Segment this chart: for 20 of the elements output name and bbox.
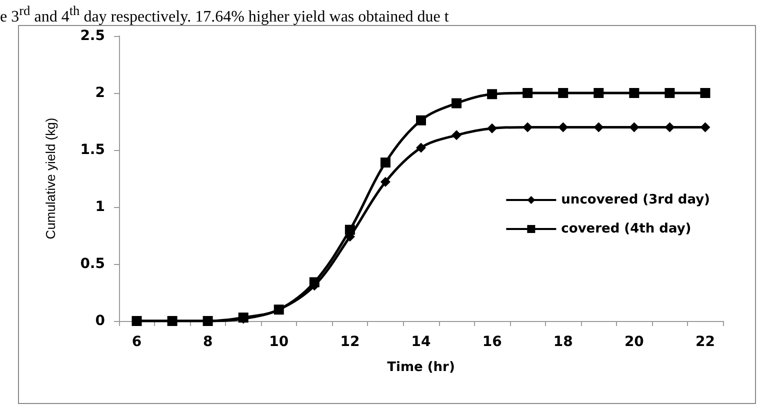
x-tick-label: 10 (269, 334, 289, 350)
x-tick-label: 22 (695, 334, 715, 350)
x-tick-label: 8 (202, 334, 213, 350)
y-tick-label: 1.5 (80, 142, 105, 158)
x-tick-label: 16 (482, 334, 502, 350)
y-axis-title: Cumulative yield (kg) (43, 118, 58, 240)
y-tick-label: 1 (95, 199, 105, 215)
text: e 3$^{rd}$ and 4$^{th}$ day respectively. 17.64% higher yield was obtained due t (0, 2, 450, 26)
y-tick-label: 0 (95, 313, 106, 329)
y-tick-label: 0.5 (80, 256, 105, 272)
x-tick-label: 14 (411, 334, 431, 350)
x-tick-label: 12 (340, 334, 360, 350)
x-tick-label: 6 (132, 334, 142, 350)
legend-label: covered (4th day) (561, 222, 692, 236)
x-tick-label: 20 (624, 334, 644, 350)
y-tick-label: 2.5 (80, 28, 105, 44)
legend-label: uncovered (3rd day) (561, 192, 710, 208)
x-tick-label: 18 (553, 334, 573, 350)
x-axis-title: Time (hr) (387, 360, 455, 375)
y-tick-label: 2 (95, 85, 105, 101)
